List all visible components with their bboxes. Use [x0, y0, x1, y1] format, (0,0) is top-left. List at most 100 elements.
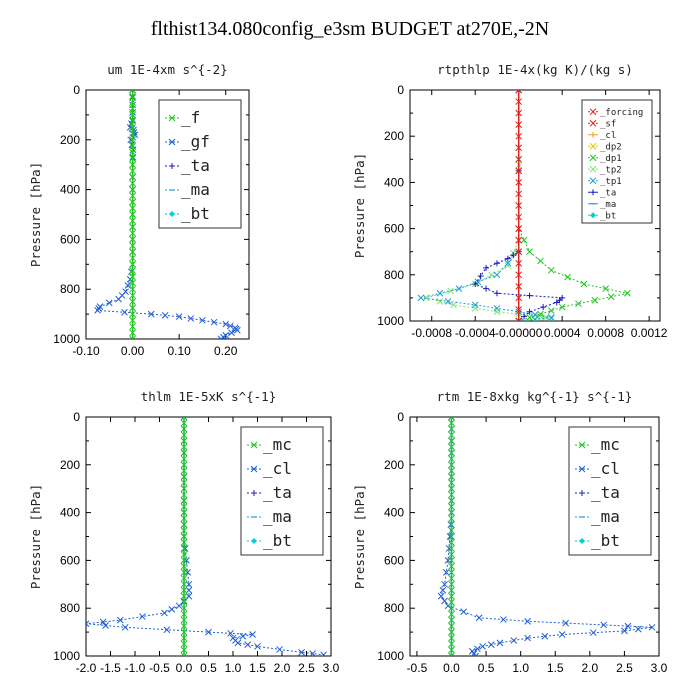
data-point [448, 640, 455, 648]
legend-item: _tp1 [588, 177, 622, 187]
legend-label: _cl [591, 459, 620, 478]
data-point [526, 308, 533, 315]
data-point [129, 99, 136, 106]
data-point [542, 314, 550, 321]
y-axis-label: Pressure [hPa] [28, 162, 43, 267]
legend-item: _ma [588, 200, 616, 210]
data-point [105, 299, 113, 307]
data-point [121, 308, 128, 316]
data-point [448, 545, 455, 552]
legend-label: _bt [600, 211, 616, 221]
y-tick-label: 800 [384, 268, 404, 282]
legend-label: _tp1 [600, 177, 622, 187]
data-point [180, 503, 188, 510]
legend-item: _bt [575, 531, 620, 550]
data-point [624, 289, 631, 297]
data-point [479, 643, 486, 650]
legend-label: _ma [181, 180, 210, 199]
data-point [244, 641, 252, 649]
data-point [448, 563, 455, 570]
data-point [129, 298, 136, 306]
data-point [575, 300, 582, 308]
data-point [180, 515, 188, 522]
data-point [129, 204, 136, 212]
data-point [276, 646, 283, 653]
series-mc [448, 417, 455, 656]
y-tick-label: 0 [73, 83, 80, 97]
data-point [448, 521, 455, 528]
data-point [496, 639, 504, 647]
legend-marker [579, 538, 585, 544]
data-point [94, 307, 101, 314]
data-point [448, 598, 455, 606]
data-point [129, 161, 136, 169]
legend-label: _cl [600, 131, 616, 141]
data-point [129, 217, 136, 225]
data-point [180, 467, 188, 475]
data-point [199, 316, 206, 324]
data-point [448, 515, 455, 522]
data-point [634, 625, 642, 633]
y-tick-label: 0 [397, 410, 404, 424]
x-tick-label: 3.0 [651, 661, 668, 675]
data-point [524, 634, 531, 642]
data-point [180, 479, 188, 487]
data-point [180, 592, 188, 600]
data-point [205, 628, 212, 636]
data-point [477, 272, 484, 279]
legend-marker [578, 441, 586, 449]
legend-item: _mc [247, 435, 292, 454]
legend-item: _cl [588, 131, 616, 141]
data-point [234, 326, 241, 334]
data-point [602, 285, 610, 293]
data-point [448, 509, 455, 516]
data-point [180, 461, 188, 469]
legend-label: _bt [181, 204, 210, 223]
legend-item: _bt [247, 531, 292, 550]
panel-title: um 1E-4xm s^{-2} [107, 62, 227, 77]
data-point [180, 640, 188, 648]
data-point [455, 285, 463, 293]
x-tick-label: 1.5 [547, 661, 564, 675]
x-tick-label: 0.0012 [631, 326, 668, 340]
data-point [180, 417, 188, 421]
series-line [424, 90, 552, 321]
data-point [180, 491, 188, 499]
data-point [180, 473, 188, 481]
data-point [320, 651, 328, 656]
data-point [254, 643, 261, 650]
x-tick-label: 0.5 [200, 661, 217, 675]
data-point [472, 652, 480, 656]
data-point [180, 557, 188, 564]
data-point [448, 604, 455, 612]
x-tick-label: -0.0004 [455, 326, 496, 340]
data-point [180, 622, 188, 630]
legend: _mc _cl _ta _ma _bt [568, 426, 652, 556]
x-tick-label: 1.5 [249, 661, 266, 675]
x-tick-label: 0.20 [214, 344, 238, 358]
data-point [227, 629, 234, 637]
legend-item: _dp2 [588, 142, 622, 152]
data-point [180, 610, 188, 618]
data-point [129, 92, 136, 100]
data-point [448, 425, 455, 433]
x-tick-label: -1.0 [125, 661, 146, 675]
data-point [129, 292, 136, 299]
panel-4: rtm 1E-8xkg kg^{-1} s^{-1} 0 200 400 600 800 1… [352, 389, 668, 675]
data-point [124, 282, 132, 289]
data-point [448, 449, 455, 457]
data-point [621, 627, 628, 635]
data-point [448, 527, 455, 534]
series-mc [180, 417, 188, 656]
x-tick-label: 2.5 [616, 661, 633, 675]
data-point [537, 257, 544, 265]
legend-item: _bt [165, 204, 210, 223]
data-point [515, 317, 523, 321]
y-tick-label: 400 [384, 175, 404, 189]
x-tick-label: 2.0 [581, 661, 598, 675]
legend-box [240, 426, 324, 556]
data-point [227, 322, 234, 330]
y-tick-label: 800 [384, 601, 404, 615]
legend-marker [251, 538, 257, 544]
